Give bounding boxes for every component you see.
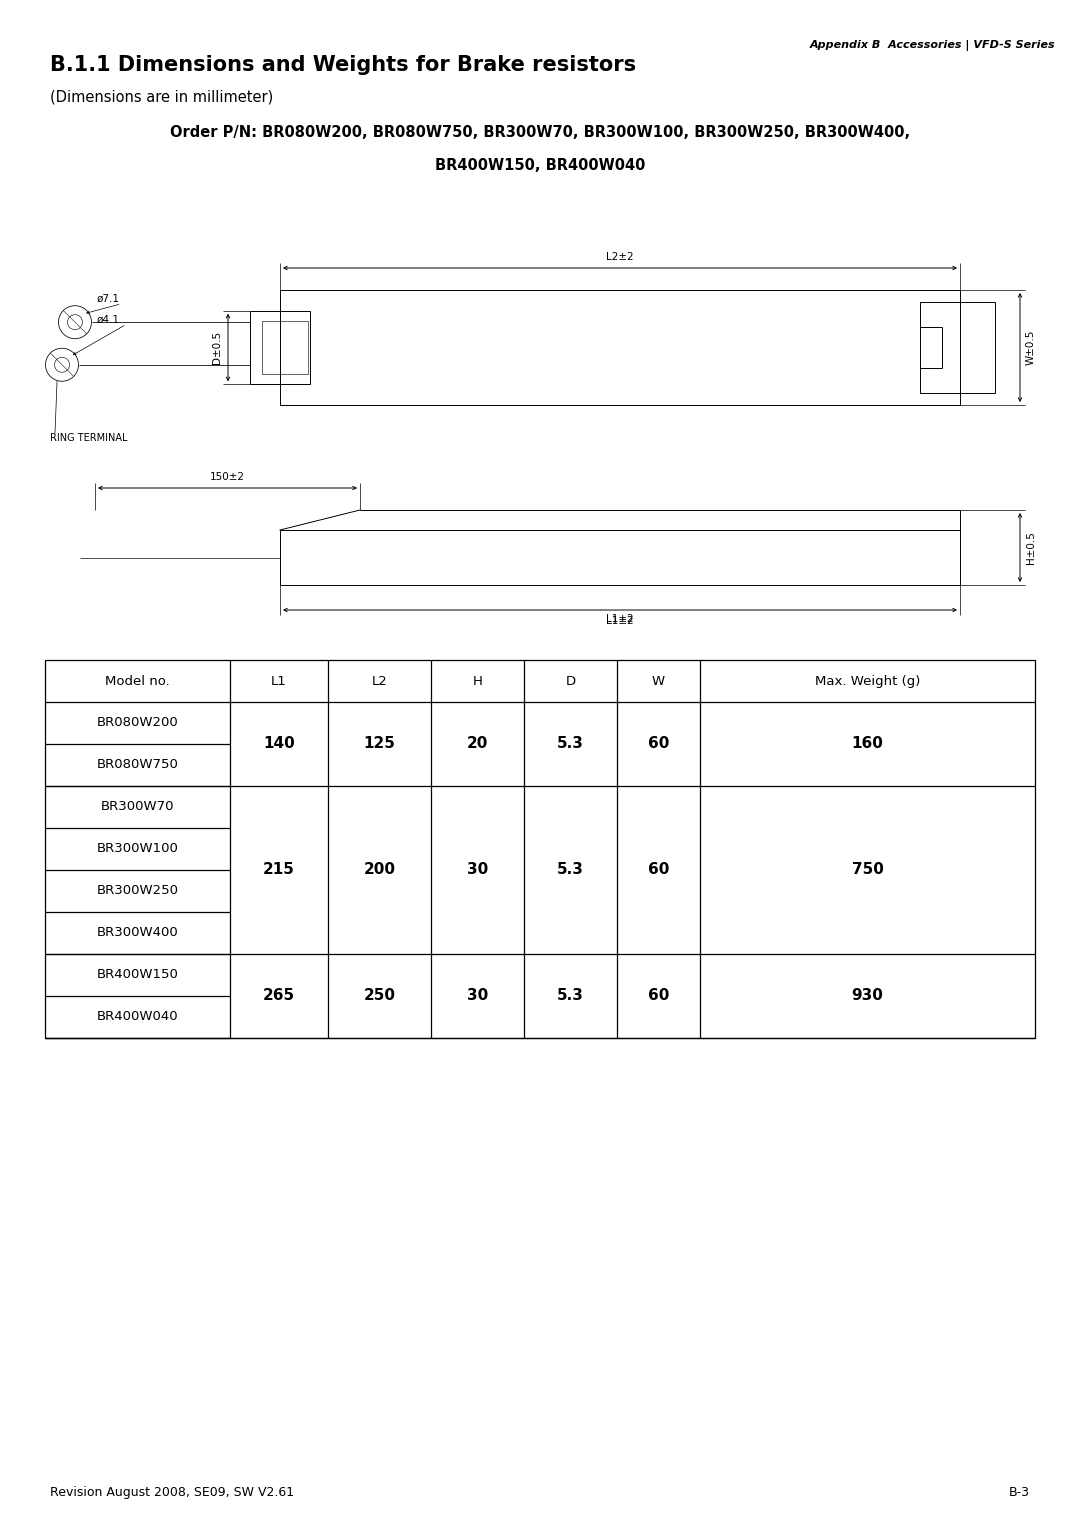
Text: H±0.5: H±0.5 [1026,531,1036,565]
Text: H: H [473,675,483,687]
Text: RING TERMINAL: RING TERMINAL [50,433,127,443]
Text: Order P/N: BR080W200, BR080W750, BR300W70, BR300W100, BR300W250, BR300W400,: Order P/N: BR080W200, BR080W750, BR300W7… [170,124,910,140]
Text: B.1.1 Dimensions and Weights for Brake resistors: B.1.1 Dimensions and Weights for Brake r… [50,55,636,75]
Text: BR300W400: BR300W400 [96,927,178,939]
Text: 250: 250 [364,988,395,1003]
Text: L1±2: L1±2 [606,614,634,624]
Text: Revision August 2008, SE09, SW V2.61: Revision August 2008, SE09, SW V2.61 [50,1486,294,1499]
Text: W: W [652,675,665,687]
Text: 30: 30 [467,988,488,1003]
Text: ø4.1: ø4.1 [96,314,120,324]
Text: BR400W150: BR400W150 [96,968,178,982]
Text: BR080W750: BR080W750 [96,758,178,772]
Text: 215: 215 [264,862,295,877]
Text: 60: 60 [648,862,670,877]
Text: 60: 60 [648,988,670,1003]
Text: 150±2: 150±2 [210,472,245,482]
Text: 5.3: 5.3 [557,862,584,877]
Text: BR300W100: BR300W100 [96,842,178,856]
Text: 200: 200 [364,862,395,877]
Text: BR300W70: BR300W70 [100,801,174,813]
Text: BR400W040: BR400W040 [97,1011,178,1023]
Text: L1±2: L1±2 [606,617,634,626]
Text: 750: 750 [851,862,883,877]
Text: 5.3: 5.3 [557,988,584,1003]
Text: 5.3: 5.3 [557,736,584,752]
Text: BR300W250: BR300W250 [96,885,178,897]
Text: BR400W150, BR400W040: BR400W150, BR400W040 [435,158,645,173]
Text: L1: L1 [271,675,287,687]
Text: Model no.: Model no. [105,675,170,687]
Text: 140: 140 [264,736,295,752]
Text: Appendix B  Accessories | VFD-S Series: Appendix B Accessories | VFD-S Series [809,40,1055,51]
Text: 30: 30 [467,862,488,877]
Text: D: D [566,675,576,687]
Text: Max. Weight (g): Max. Weight (g) [814,675,920,687]
Text: 160: 160 [851,736,883,752]
Text: 265: 265 [262,988,295,1003]
Text: L2±2: L2±2 [606,252,634,262]
Text: L2: L2 [372,675,388,687]
Text: (Dimensions are in millimeter): (Dimensions are in millimeter) [50,91,273,104]
Text: W±0.5: W±0.5 [1026,330,1036,365]
Text: 930: 930 [851,988,883,1003]
Text: D±0.5: D±0.5 [212,331,222,364]
Text: 60: 60 [648,736,670,752]
Text: BR080W200: BR080W200 [96,716,178,730]
Text: 20: 20 [467,736,488,752]
Text: ø7.1: ø7.1 [96,293,120,304]
Text: 125: 125 [364,736,395,752]
Text: B-3: B-3 [1009,1486,1030,1499]
